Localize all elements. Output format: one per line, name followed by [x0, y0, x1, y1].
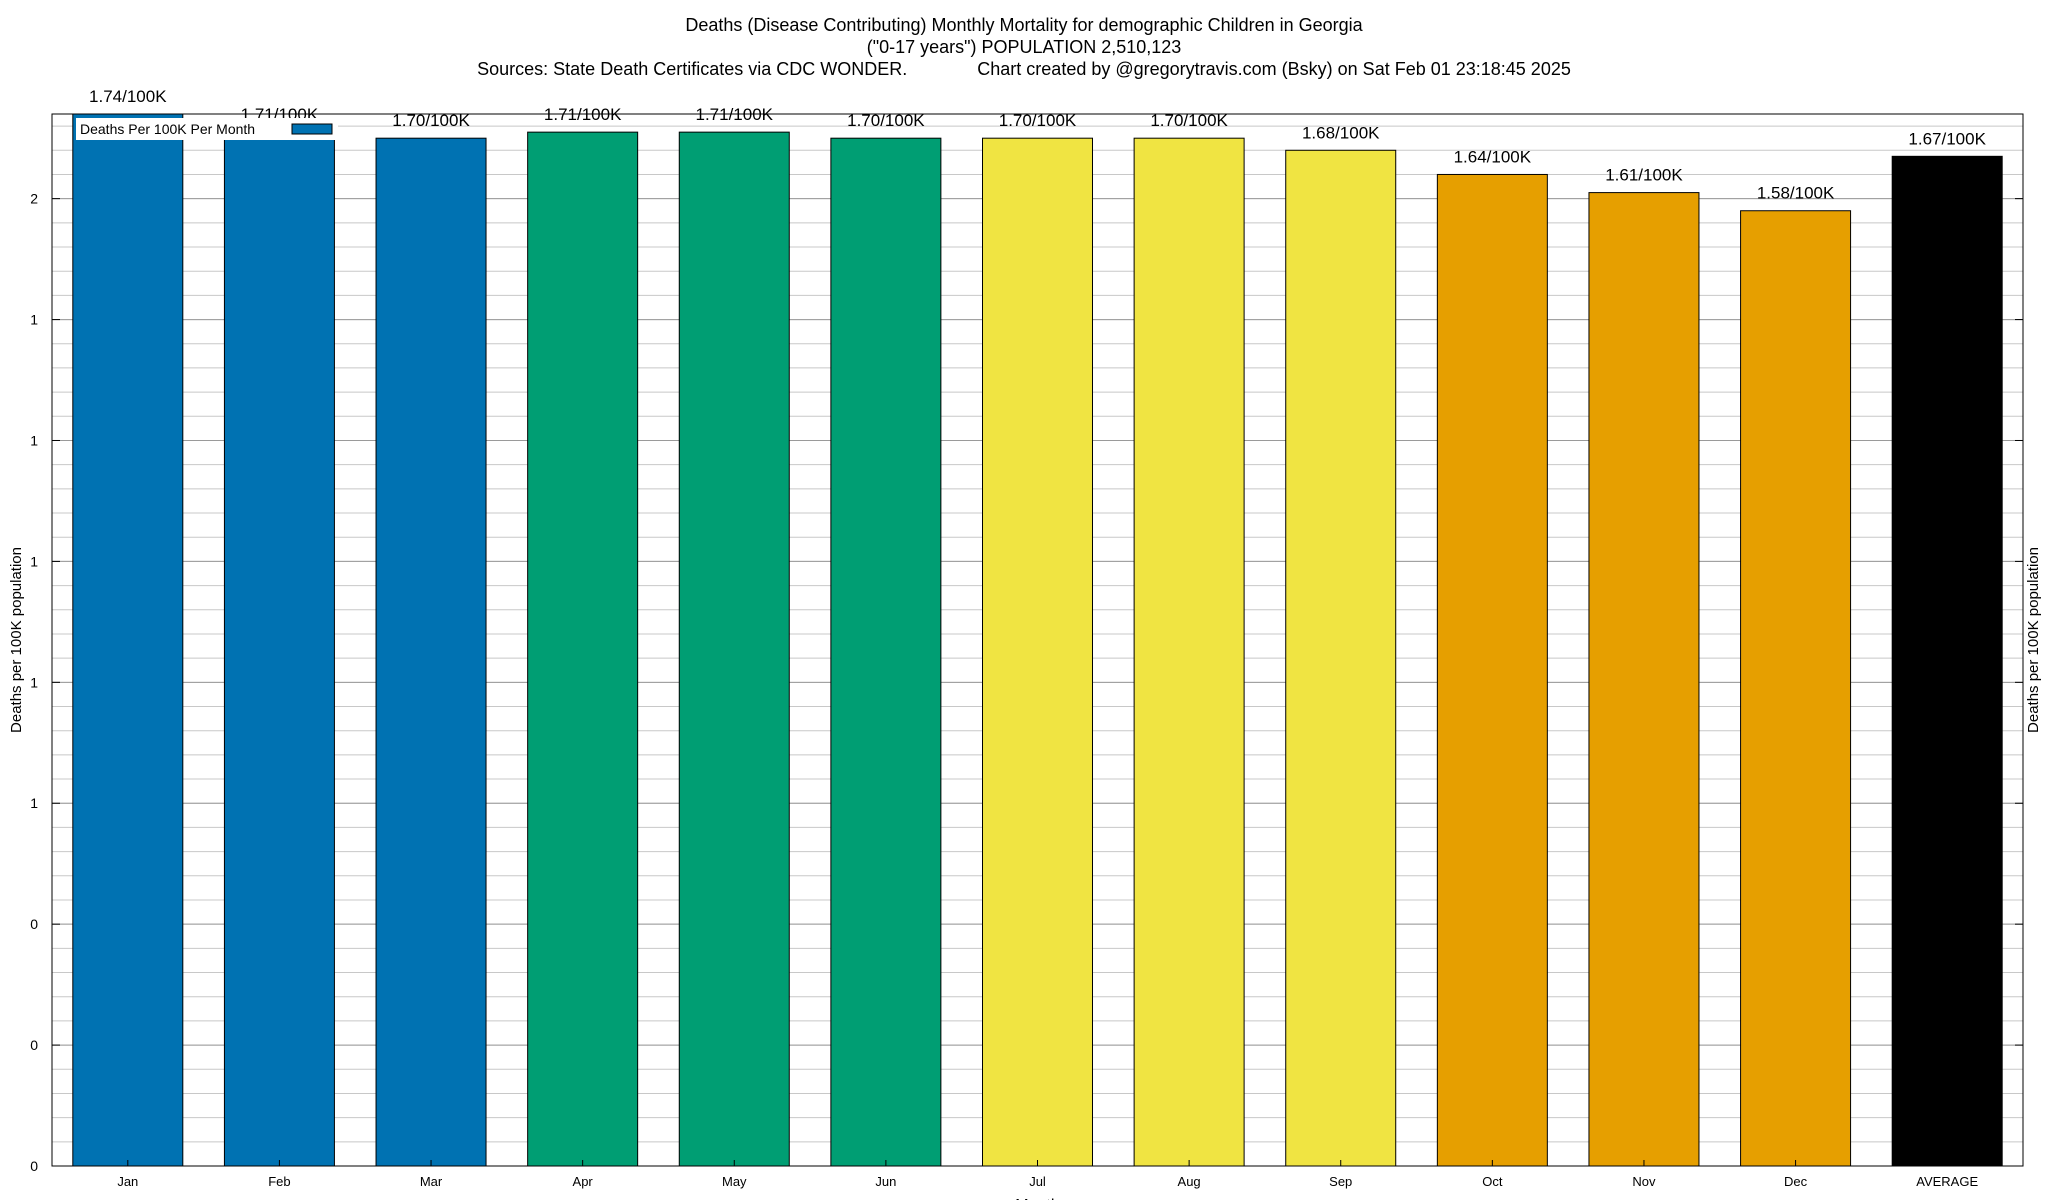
bar	[1588, 192, 1700, 1167]
bar-value-label: 1.70/100K	[847, 111, 925, 130]
bar-value-label: 1.58/100K	[1757, 184, 1835, 203]
y-tick-label: 1	[30, 795, 38, 811]
chart-title-block: Deaths (Disease Contributing) Monthly Mo…	[0, 14, 2048, 80]
x-tick-label: Sep	[1329, 1174, 1352, 1189]
x-tick-label: AVERAGE	[1916, 1174, 1978, 1189]
bar	[830, 137, 942, 1167]
chart-source: Sources: State Death Certificates via CD…	[477, 59, 908, 79]
x-tick-label: Jul	[1029, 1174, 1046, 1189]
bar-value-label: 1.64/100K	[1454, 147, 1532, 166]
y-tick-label: 1	[30, 553, 38, 569]
bar	[1133, 137, 1245, 1167]
bar	[72, 113, 184, 1167]
y-axis-label-left: Deaths per 100K population	[8, 547, 25, 733]
x-tick-label: Apr	[573, 1174, 594, 1189]
bar	[1740, 210, 1852, 1167]
legend-swatch	[291, 123, 333, 135]
bar-value-label: 1.71/100K	[544, 105, 622, 124]
bar-value-label: 1.70/100K	[999, 111, 1077, 130]
x-tick-label: Oct	[1482, 1174, 1503, 1189]
x-tick-label: Jun	[875, 1174, 896, 1189]
x-tick-label: Jan	[117, 1174, 138, 1189]
bar	[375, 137, 487, 1167]
bar	[1285, 149, 1397, 1167]
bar-value-label: 1.70/100K	[392, 111, 470, 130]
bar-value-label: 1.74/100K	[89, 87, 167, 106]
bar	[678, 131, 790, 1167]
bar	[982, 137, 1093, 1167]
legend-box	[76, 118, 338, 140]
bar	[223, 131, 335, 1167]
bar	[527, 131, 639, 1167]
y-tick-label: 1	[30, 312, 38, 328]
bar-value-label: 1.70/100K	[1150, 111, 1228, 130]
y-axis-label-right: Deaths per 100K population	[2025, 547, 2042, 733]
y-tick-label: 0	[30, 916, 38, 932]
x-tick-label: May	[722, 1174, 747, 1189]
chart-credit: Chart created by @gregorytravis.com (Bsk…	[977, 59, 1571, 79]
y-tick-label: 2	[30, 191, 38, 207]
x-tick-label: Nov	[1632, 1174, 1656, 1189]
x-tick-label: Dec	[1784, 1174, 1808, 1189]
plot-frame	[51, 113, 2024, 1167]
bar	[1436, 173, 1548, 1167]
y-tick-label: 0	[30, 1158, 38, 1174]
bar-value-label: 1.68/100K	[1302, 123, 1380, 142]
y-tick-label: 0	[30, 1037, 38, 1053]
bar	[1891, 155, 2003, 1167]
x-tick-label: Aug	[1178, 1174, 1201, 1189]
bar-value-label: 1.67/100K	[1908, 129, 1986, 148]
bar-value-label: 1.61/100K	[1605, 166, 1683, 185]
y-tick-label: 1	[30, 432, 38, 448]
x-tick-label: Mar	[420, 1174, 443, 1189]
x-tick-label: Feb	[268, 1174, 290, 1189]
x-axis-label: Month	[1015, 1197, 1059, 1200]
legend-label: Deaths Per 100K Per Month	[80, 121, 255, 137]
bar-value-label: 1.71/100K	[696, 105, 774, 124]
chart-source-line: Sources: State Death Certificates via CD…	[0, 58, 2048, 80]
chart-subtitle: ("0-17 years") POPULATION 2,510,123	[866, 37, 1182, 57]
y-tick-label: 1	[30, 674, 38, 690]
chart-title: Deaths (Disease Contributing) Monthly Mo…	[685, 15, 1363, 35]
